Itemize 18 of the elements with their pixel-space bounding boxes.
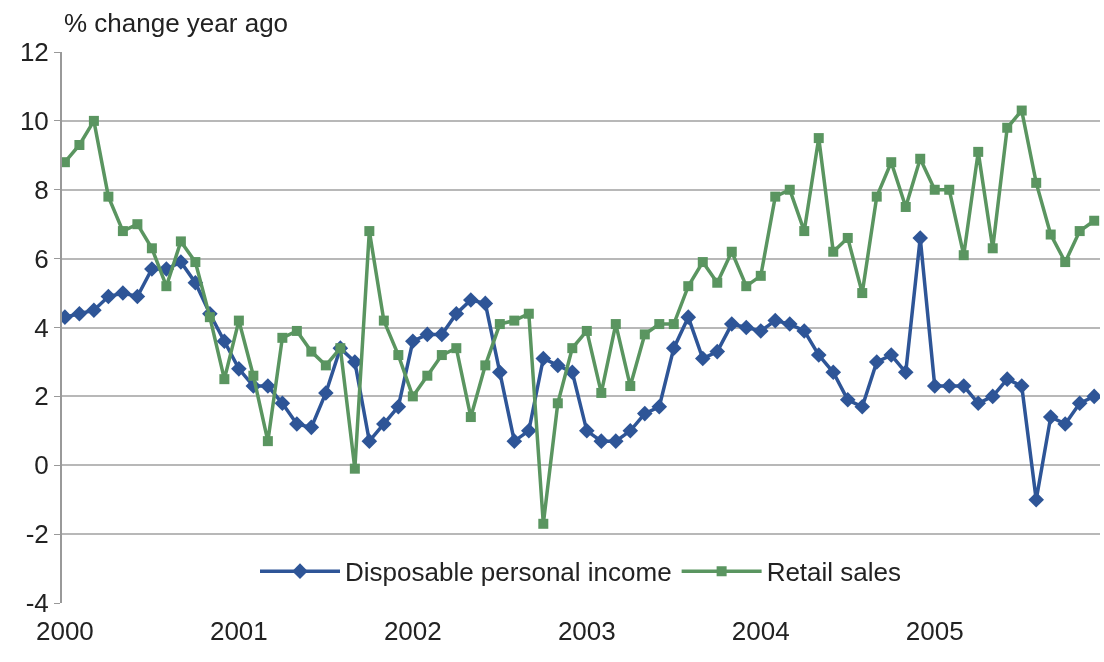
- y-tick-label: 0: [34, 450, 49, 481]
- legend-label: Disposable personal income: [345, 557, 672, 588]
- y-tick-label: 12: [19, 37, 49, 68]
- x-tick-label: 2000: [35, 616, 94, 646]
- y-tick-label: 8: [34, 174, 49, 205]
- x-tick-label: 2004: [731, 616, 790, 646]
- x-tick-label: 2002: [383, 616, 442, 646]
- legend-label: Retail sales: [766, 557, 902, 588]
- y-tick-label: -4: [25, 588, 49, 619]
- x-tick-label: 2001: [209, 616, 268, 646]
- x-tick-label: 2003: [557, 616, 616, 646]
- y-tick-label: 2: [34, 381, 49, 412]
- y-tick-label: 10: [19, 105, 49, 136]
- y-axis-title: % change year ago: [64, 8, 289, 38]
- y-tick-label: 6: [34, 243, 49, 274]
- y-tick-label: 4: [34, 312, 49, 343]
- y-tick-label: -2: [25, 519, 49, 550]
- x-tick-label: 2005: [905, 616, 964, 646]
